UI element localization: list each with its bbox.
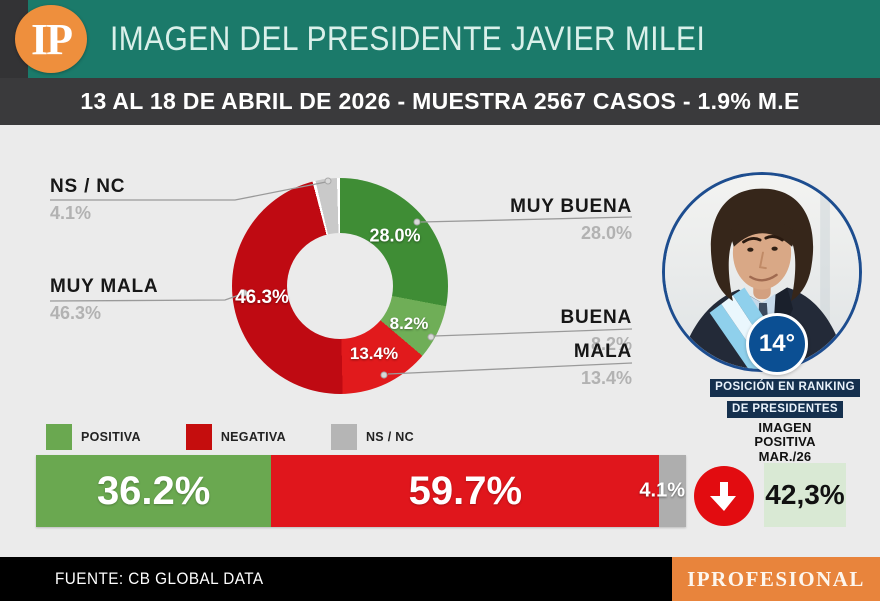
- stacked-bar: 36.2% 59.7% 4.1%: [36, 455, 686, 527]
- ranking-badge: 14°: [746, 313, 808, 375]
- legend-label-nsnc: NS / NC: [365, 430, 414, 444]
- legend-label-negativa: NEGATIVA: [220, 430, 286, 444]
- ranking-caption-line1: POSICIÓN EN RANKING: [710, 379, 860, 397]
- callout-value: 8.2%: [590, 334, 632, 354]
- donut-chart: 28.0% 8.2% 13.4% 46.3%: [232, 178, 448, 394]
- callout-value: 46.3%: [50, 303, 102, 323]
- previous-title-line2: POSITIVA: [754, 434, 816, 450]
- trend-indicator: [694, 466, 754, 526]
- callout-mala: MALA 13.4%: [574, 341, 632, 389]
- bar-segment-nsnc: [659, 455, 686, 527]
- bar-segment-negativa: 59.7%: [271, 455, 660, 527]
- donut-value-muy-mala: 46.3%: [235, 287, 289, 308]
- source-credit: FUENTE: CB GLOBAL DATA: [55, 569, 264, 588]
- donut-value-mala: 13.4%: [349, 344, 399, 363]
- bar-value-negativa: 59.7%: [408, 468, 523, 513]
- callout-muy-buena: MUY BUENA 28.0%: [510, 196, 632, 244]
- arrow-down-icon: [710, 482, 736, 511]
- page-title: IMAGEN DEL PRESIDENTE JAVIER MILEI: [110, 19, 706, 58]
- callout-label: NS / NC: [50, 176, 126, 197]
- header: IMAGEN DEL PRESIDENTE JAVIER MILEI IP 13…: [0, 0, 880, 125]
- legend: POSITIVA NEGATIVA NS / NC: [46, 424, 459, 450]
- brand-logo: IPROFESIONAL: [672, 557, 880, 601]
- callout-nsnc: NS / NC 4.1%: [50, 176, 125, 224]
- legend-swatch-positiva: [46, 424, 72, 450]
- previous-title-line3: MAR./26: [758, 448, 812, 464]
- legend-swatch-negativa: [185, 424, 212, 450]
- callout-label: BUENA: [560, 307, 632, 328]
- ip-logo: IP: [15, 5, 87, 73]
- callout-value: 13.4%: [580, 368, 632, 388]
- bar-value-positiva: 36.2%: [96, 468, 211, 513]
- ranking-caption-line2: DE PRESIDENTES: [727, 400, 843, 419]
- footer: FUENTE: CB GLOBAL DATA IPROFESIONAL: [0, 557, 880, 601]
- legend-label-positiva: POSITIVA: [81, 430, 141, 444]
- previous-value-box: 42,3%: [764, 463, 846, 527]
- callout-muy-mala: MUY MALA 46.3%: [50, 276, 158, 324]
- bar-value-nsnc: 4.1%: [639, 479, 685, 502]
- callout-label: MUY MALA: [50, 276, 159, 297]
- callout-value: 4.1%: [50, 203, 92, 223]
- bar-segment-positiva: 36.2%: [36, 455, 272, 527]
- legend-swatch-nsnc: [330, 424, 357, 450]
- donut-value-buena: 8.2%: [389, 314, 429, 333]
- callout-label: MUY BUENA: [510, 196, 632, 217]
- callout-value: 28.0%: [580, 223, 632, 243]
- callout-buena: BUENA 8.2%: [560, 307, 632, 355]
- ranking-caption: POSICIÓN EN RANKING DE PRESIDENTES: [695, 375, 875, 419]
- callout-label: MALA: [573, 341, 632, 362]
- donut-value-muy-buena: 28.0%: [369, 225, 421, 246]
- previous-title-line1: IMAGEN: [758, 420, 812, 435]
- title-bar: [28, 0, 880, 78]
- survey-subtitle: 13 AL 18 DE ABRIL DE 2026 - MUESTRA 2567…: [0, 78, 880, 125]
- previous-value-title: IMAGEN POSITIVA MAR./26: [700, 420, 870, 464]
